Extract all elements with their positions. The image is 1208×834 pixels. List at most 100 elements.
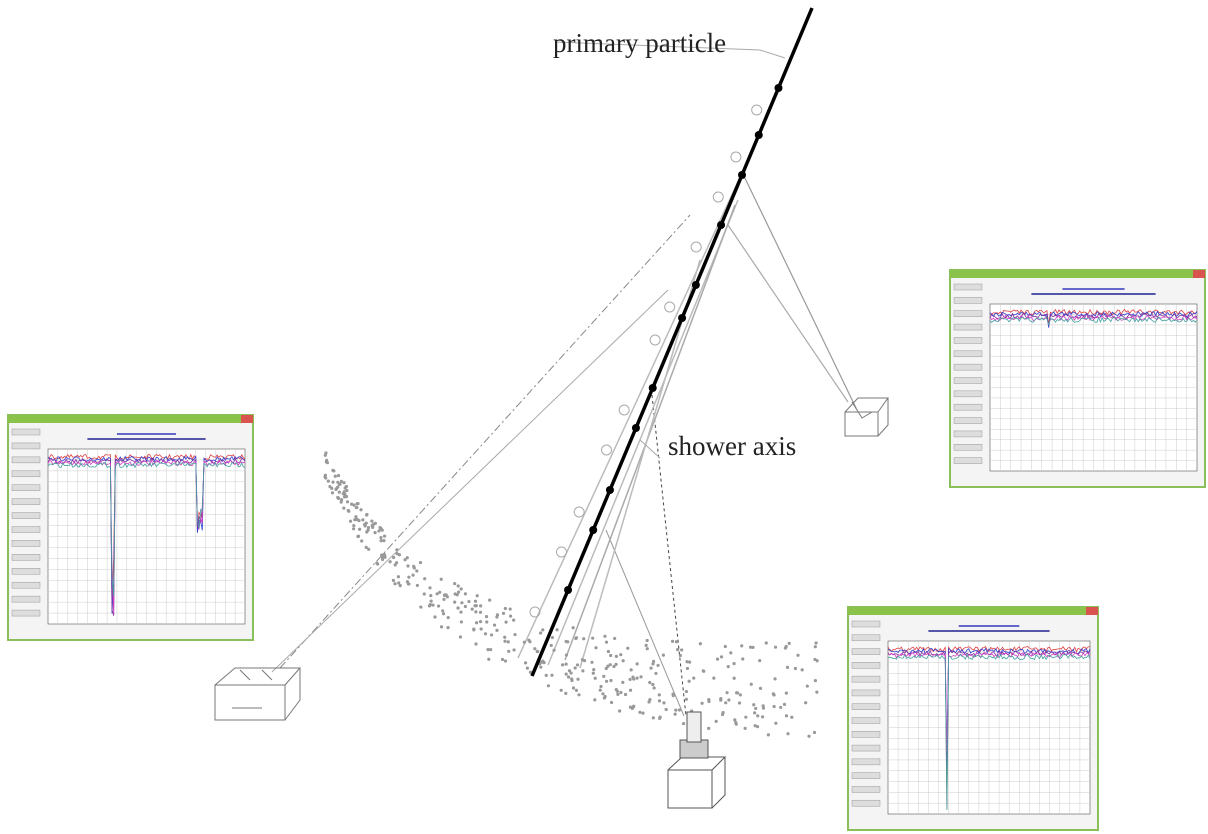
sidebar-button [852, 690, 880, 696]
station [680, 648, 683, 651]
station [336, 481, 339, 484]
station [786, 666, 789, 669]
station [440, 625, 443, 628]
shower-ring [556, 547, 566, 557]
station [692, 676, 695, 679]
track-dot [774, 84, 782, 92]
track-dot [632, 424, 640, 432]
header-text [117, 433, 176, 435]
station [592, 668, 595, 671]
station [555, 628, 558, 631]
track-dot [589, 526, 597, 534]
station [721, 713, 724, 716]
station [381, 529, 384, 532]
station [794, 667, 797, 670]
station [392, 556, 395, 559]
station [551, 636, 554, 639]
station [379, 536, 382, 539]
station [397, 575, 400, 578]
station [367, 548, 370, 551]
station [331, 481, 334, 484]
station [512, 618, 515, 621]
station [541, 628, 544, 631]
station [561, 663, 564, 666]
station [765, 641, 768, 644]
station [629, 689, 632, 692]
station [635, 677, 638, 680]
station [419, 561, 422, 564]
station [569, 671, 572, 674]
station [756, 714, 759, 717]
station [652, 716, 655, 719]
station [459, 635, 462, 638]
station [648, 681, 651, 684]
station [429, 594, 432, 597]
station [473, 604, 476, 607]
station [413, 566, 416, 569]
sidebar-button [12, 429, 40, 435]
sidebar-button [954, 444, 982, 450]
station [361, 518, 364, 521]
station [727, 665, 730, 668]
station [785, 692, 788, 695]
station [513, 633, 516, 636]
station [460, 587, 463, 590]
sidebar-button [12, 582, 40, 588]
station [539, 631, 542, 634]
screenshot [848, 607, 1098, 830]
station [371, 524, 374, 527]
station [779, 706, 782, 709]
station [365, 530, 368, 533]
shower-ring [602, 445, 612, 455]
station [423, 592, 426, 595]
screenshot [950, 270, 1205, 487]
station [621, 681, 624, 684]
station [814, 645, 817, 648]
station [324, 476, 327, 479]
ray [272, 290, 668, 672]
header-text [1031, 293, 1155, 295]
station [457, 590, 460, 593]
station [330, 487, 333, 490]
station [374, 522, 377, 525]
station [744, 716, 747, 719]
station [380, 539, 383, 542]
label: shower axis [668, 431, 796, 461]
station [572, 626, 575, 629]
station [733, 718, 736, 721]
station [472, 627, 475, 630]
station [488, 599, 491, 602]
station [447, 616, 450, 619]
header-text [928, 630, 1049, 632]
station [503, 640, 506, 643]
station [342, 506, 345, 509]
track-dot [606, 486, 614, 494]
station [574, 666, 577, 669]
station [360, 539, 363, 542]
shower-ring [691, 242, 701, 252]
station [638, 711, 641, 714]
station [785, 714, 788, 717]
station [594, 646, 597, 649]
station [581, 658, 584, 661]
station [474, 642, 477, 645]
station [476, 594, 479, 597]
station [358, 528, 361, 531]
station [575, 689, 578, 692]
station [331, 491, 334, 494]
station [806, 684, 809, 687]
sidebar-button [954, 324, 982, 330]
shower-ring [574, 507, 584, 517]
station [774, 722, 777, 725]
detector [668, 712, 725, 808]
sidebar-button [852, 704, 880, 710]
detector-mirror [852, 402, 872, 418]
station [352, 503, 355, 506]
station [552, 649, 555, 652]
station [603, 696, 606, 699]
station [443, 593, 446, 596]
station [352, 527, 355, 530]
station [784, 646, 787, 649]
station [331, 469, 334, 472]
station [662, 701, 665, 704]
